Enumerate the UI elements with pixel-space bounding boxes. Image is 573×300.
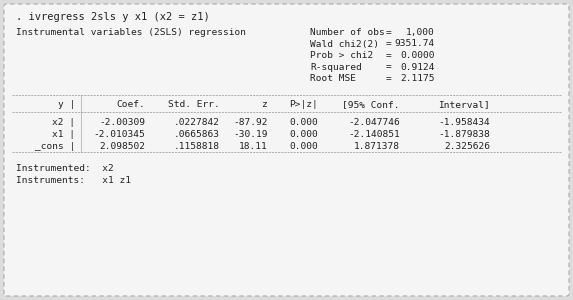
Text: =: = [385,74,391,83]
FancyBboxPatch shape [4,4,569,296]
Text: .0227842: .0227842 [174,118,220,127]
Text: 0.9124: 0.9124 [401,62,435,71]
Text: -2.047746: -2.047746 [348,118,400,127]
Text: _cons |: _cons | [35,142,75,151]
Text: 2.098502: 2.098502 [99,142,145,151]
Text: 1,000: 1,000 [406,28,435,37]
Text: .0665863: .0665863 [174,130,220,139]
Text: =: = [385,28,391,37]
Text: Coef.: Coef. [116,100,145,109]
Text: 1.871378: 1.871378 [354,142,400,151]
Text: Instruments:   x1 z1: Instruments: x1 z1 [16,176,131,185]
Text: 2.1175: 2.1175 [401,74,435,83]
Text: 18.11: 18.11 [240,142,268,151]
Text: Interval]: Interval] [438,100,490,109]
Text: x2 |: x2 | [52,118,75,127]
Text: 0.000: 0.000 [289,118,318,127]
Text: =: = [385,51,391,60]
Text: 0.000: 0.000 [289,130,318,139]
Text: Std. Err.: Std. Err. [168,100,220,109]
Text: -30.19: -30.19 [234,130,268,139]
Text: 9351.74: 9351.74 [395,40,435,49]
Text: =: = [385,40,391,49]
Text: -1.958434: -1.958434 [438,118,490,127]
Text: R-squared: R-squared [310,62,362,71]
Text: Wald chi2(2): Wald chi2(2) [310,40,379,49]
Text: -87.92: -87.92 [234,118,268,127]
Text: Number of obs: Number of obs [310,28,384,37]
Text: Instrumented:  x2: Instrumented: x2 [16,164,114,173]
Text: [95% Conf.: [95% Conf. [343,100,400,109]
Text: 0.0000: 0.0000 [401,51,435,60]
Text: . ivregress 2sls y x1 (x2 = z1): . ivregress 2sls y x1 (x2 = z1) [16,12,210,22]
Text: P>|z|: P>|z| [289,100,318,109]
Text: .1158818: .1158818 [174,142,220,151]
Text: -2.010345: -2.010345 [93,130,145,139]
Text: Root MSE: Root MSE [310,74,356,83]
Text: -2.00309: -2.00309 [99,118,145,127]
Text: Instrumental variables (2SLS) regression: Instrumental variables (2SLS) regression [16,28,246,37]
Text: Prob > chi2: Prob > chi2 [310,51,373,60]
Text: x1 |: x1 | [52,130,75,139]
Text: -2.140851: -2.140851 [348,130,400,139]
Text: =: = [385,62,391,71]
Text: y |: y | [58,100,75,109]
Text: 2.325626: 2.325626 [444,142,490,151]
Text: -1.879838: -1.879838 [438,130,490,139]
Text: z: z [262,100,268,109]
Text: 0.000: 0.000 [289,142,318,151]
